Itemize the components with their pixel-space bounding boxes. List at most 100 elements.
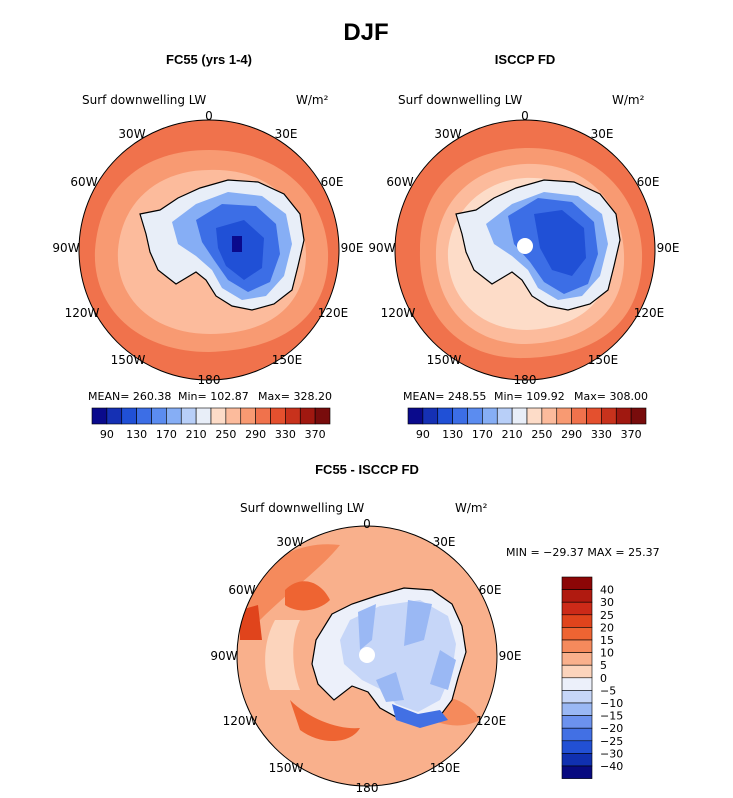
colorbar-swatch (91, 407, 108, 425)
lon-label-180: 180 (198, 373, 221, 387)
lon-label-30e: 30E (433, 535, 456, 549)
colorbar-swatch (561, 740, 593, 754)
lon-label-60w: 60W (70, 175, 97, 189)
units-label: W/m² (612, 93, 645, 107)
colorbar-swatch (314, 407, 331, 425)
lon-label-120e: 120E (318, 306, 349, 320)
map-field (237, 526, 497, 786)
pole-missing-data (517, 238, 533, 254)
map-boundary (236, 525, 498, 787)
colorbar-swatch (136, 407, 152, 425)
colorbar-swatch (437, 407, 453, 425)
lon-label-90w: 90W (52, 241, 79, 255)
lon-label-150e: 150E (588, 353, 619, 367)
colorbar-swatch (482, 407, 498, 425)
colorbar-swatch (210, 407, 227, 425)
colorbar-swatch (561, 753, 593, 767)
panel-isccp: ISCCP FD Surf downwelling LW W/m² 0 30E … (368, 52, 679, 441)
lon-label-0: 0 (205, 109, 213, 123)
colorbar-tick-label: 5 (600, 659, 607, 672)
lon-label-150e: 150E (430, 761, 461, 775)
colorbar-swatch (511, 407, 528, 425)
lon-label-90w: 90W (368, 241, 395, 255)
colorbar-swatch (561, 601, 593, 616)
colorbar-tick-label: 90 (416, 428, 430, 441)
units-label: W/m² (455, 501, 488, 515)
colorbar-swatch (180, 407, 197, 425)
lon-label-120e: 120E (476, 714, 507, 728)
colorbar-swatch (121, 407, 137, 425)
colorbar-tick-label: −30 (600, 747, 623, 760)
lon-label-150w: 150W (111, 353, 146, 367)
lon-label-30e: 30E (275, 127, 298, 141)
colorbar-swatch (467, 407, 483, 425)
colorbar-tick-label: 330 (275, 428, 296, 441)
colorbar-tick-label: −5 (600, 684, 616, 697)
colorbar-swatch (561, 702, 593, 716)
lon-label-90e: 90E (499, 649, 522, 663)
colorbar-tick-label: 130 (126, 428, 147, 441)
colorbar-tick-label: 25 (600, 609, 614, 622)
panel-title: FC55 (yrs 1-4) (166, 52, 252, 67)
colorbar-swatch (195, 407, 212, 425)
colorbar-swatch (561, 576, 593, 590)
stat-mean: MEAN= 248.55 (403, 390, 486, 403)
colorbar-tick-label: −40 (600, 760, 623, 773)
lon-label-150w: 150W (269, 761, 304, 775)
colorbar-tick-label: 90 (100, 428, 114, 441)
stat-max: Max= 328.20 (258, 390, 332, 403)
lon-label-120w: 120W (381, 306, 416, 320)
min-max-stats: MIN = −29.37 MAX = 25.37 (506, 546, 660, 559)
colorbar-tick-label: 290 (245, 428, 266, 441)
colorbar-swatch (561, 664, 593, 679)
minimum-spot (232, 236, 242, 252)
lon-label-180: 180 (356, 781, 379, 795)
lon-label-120e: 120E (634, 306, 665, 320)
colorbar-swatch (285, 407, 301, 425)
colorbar-tick-label: 40 (600, 584, 614, 597)
colorbar-swatch (571, 407, 587, 425)
panel-fc55: FC55 (yrs 1-4) Surf downwelling LW W/m² … (52, 52, 363, 441)
colorbar-swatch (561, 677, 593, 691)
map-field (79, 120, 339, 380)
lon-label-120w: 120W (65, 306, 100, 320)
colorbar-swatch (225, 407, 242, 425)
colorbar-tick-label: 15 (600, 634, 614, 647)
lon-label-90e: 90E (341, 241, 364, 255)
colorbar: 90 130 170 210 250 290 330 370 (91, 407, 331, 441)
colorbar-swatch (452, 407, 468, 425)
colorbar-tick-label: 330 (591, 428, 612, 441)
lon-label-30w: 30W (118, 127, 145, 141)
colorbar-tick-label: 10 (600, 647, 614, 660)
colorbar-swatch (496, 407, 513, 425)
colorbar-swatch (556, 407, 572, 425)
colorbar-tick-label: 370 (305, 428, 326, 441)
lon-label-30w: 30W (276, 535, 303, 549)
lon-label-0: 0 (521, 109, 529, 123)
positive-anomaly-core (285, 581, 330, 611)
colorbar-tick-label: 0 (600, 672, 607, 685)
colorbar-swatch (166, 407, 182, 425)
colorbar-swatch (561, 614, 593, 628)
figure-title: DJF (343, 19, 388, 46)
lon-label-90e: 90E (657, 241, 680, 255)
lon-label-90w: 90W (210, 649, 237, 663)
colorbar-swatch (422, 407, 439, 425)
negative-anomaly-streaks (358, 600, 456, 702)
colorbar-tick-label: 370 (621, 428, 642, 441)
colorbar-swatch (299, 407, 316, 425)
colorbar-swatch (407, 407, 424, 425)
colorbar-swatch (586, 407, 602, 425)
colorbar-tick-label: 210 (186, 428, 207, 441)
stat-mean: MEAN= 260.38 (88, 390, 171, 403)
colorbar-swatch (106, 407, 123, 425)
colorbar-tick-label: 20 (600, 621, 614, 634)
lon-label-60w: 60W (228, 583, 255, 597)
lon-label-60e: 60E (479, 583, 502, 597)
ice-sheet-core (534, 210, 586, 276)
positive-anomaly-edge (240, 605, 262, 640)
colorbar: 90 130 170 210 250 290 330 370 (407, 407, 647, 441)
map-boundary (394, 119, 656, 381)
panel-title: ISCCP FD (495, 52, 555, 67)
